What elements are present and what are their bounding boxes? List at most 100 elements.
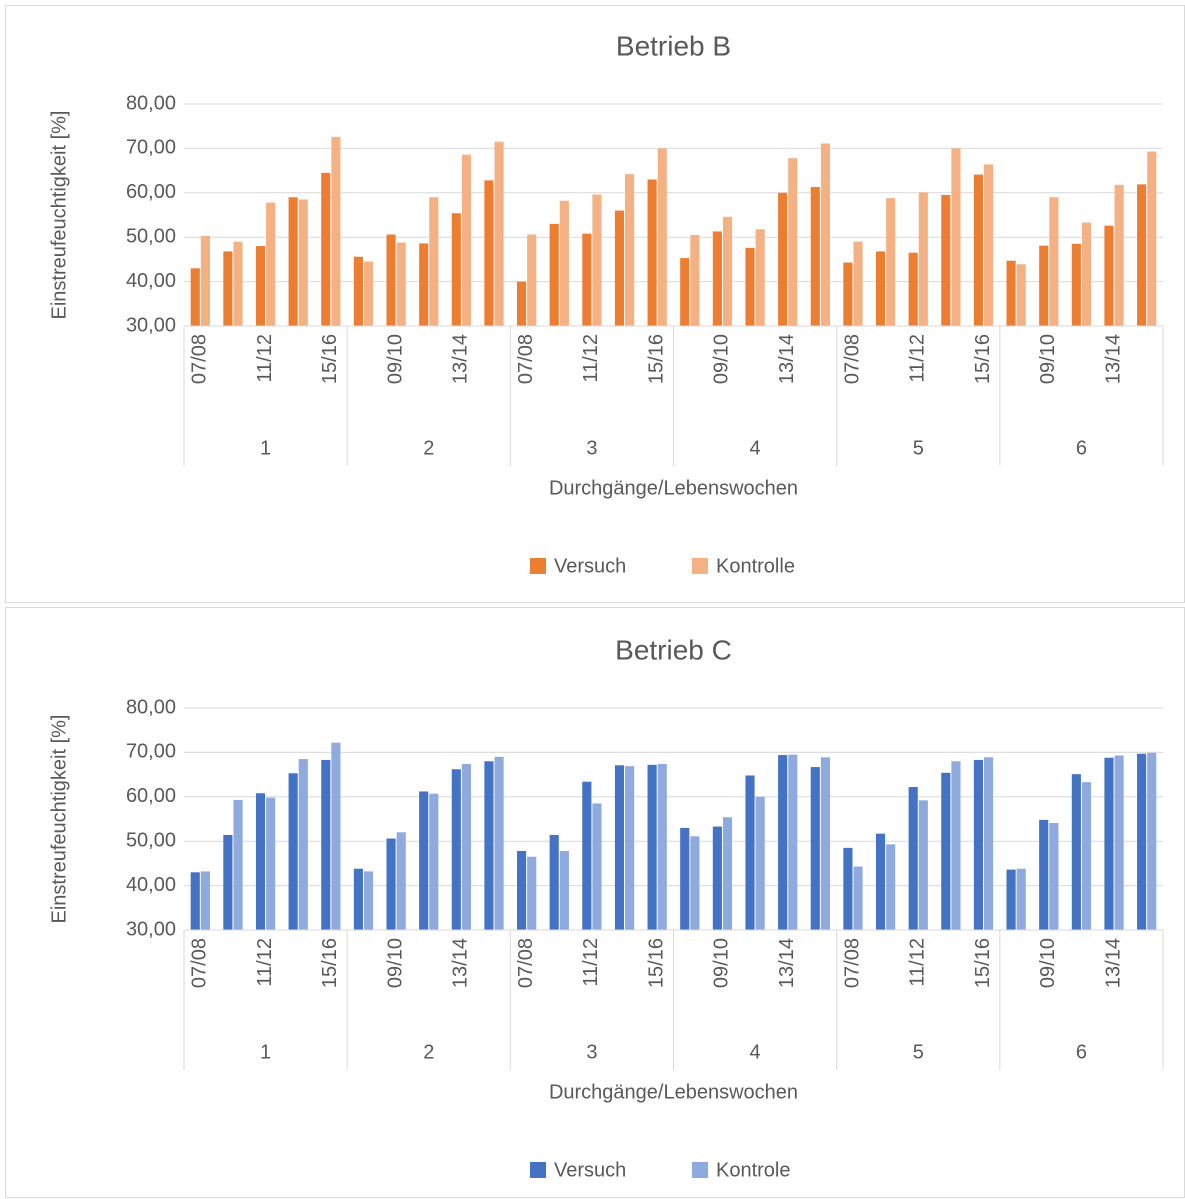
- bar: [353, 256, 363, 326]
- x-tick-label: 09/10: [1037, 938, 1059, 988]
- bar: [233, 799, 243, 930]
- bar: [657, 763, 667, 930]
- chart-title: Betrieb C: [615, 634, 732, 665]
- bar: [484, 180, 494, 326]
- group-label: 1: [260, 1041, 271, 1063]
- x-tick-label: 09/10: [711, 938, 733, 988]
- bar: [843, 847, 853, 930]
- bar: [331, 136, 341, 326]
- bar: [429, 197, 439, 326]
- bar: [1137, 184, 1147, 326]
- y-axis-title: Einstreufeuchtigkeit [%]: [48, 111, 70, 320]
- x-tick-label: 09/10: [384, 334, 406, 384]
- bar: [680, 258, 690, 326]
- bar: [494, 756, 504, 930]
- y-tick-label: 60,00: [126, 181, 176, 203]
- bar: [1039, 819, 1049, 930]
- group-label: 1: [260, 437, 271, 459]
- bar: [200, 235, 210, 326]
- bar: [451, 213, 461, 326]
- bar: [1006, 869, 1016, 930]
- bar: [386, 838, 396, 930]
- x-tick-label: 13/14: [450, 938, 472, 988]
- bar: [1016, 868, 1026, 930]
- bar: [396, 242, 406, 326]
- bar: [788, 158, 798, 326]
- x-axis-title: Durchgänge/Lebenswochen: [549, 477, 798, 499]
- x-tick-label: 11/12: [580, 334, 602, 383]
- x-tick-label: 07/08: [189, 938, 211, 988]
- bar: [429, 793, 439, 930]
- x-tick-label: 07/08: [515, 938, 537, 988]
- y-tick-label: 80,00: [126, 92, 176, 114]
- bar: [1147, 752, 1157, 930]
- bar: [778, 192, 788, 326]
- bar: [745, 247, 755, 326]
- bar: [233, 241, 243, 326]
- legend-swatch: [530, 558, 546, 574]
- bar: [559, 850, 569, 930]
- bar: [875, 251, 886, 326]
- bar: [820, 143, 830, 326]
- bar: [255, 246, 266, 326]
- bar: [517, 281, 527, 326]
- x-tick-label: 11/12: [907, 334, 929, 383]
- bar: [266, 202, 276, 326]
- bar: [527, 856, 537, 930]
- bar: [984, 757, 994, 930]
- bar: [755, 796, 765, 930]
- y-tick-label: 50,00: [126, 829, 176, 851]
- x-tick-label: 07/08: [515, 334, 537, 384]
- legend-label: Kontrolle: [716, 555, 795, 577]
- legend-swatch: [692, 1162, 708, 1178]
- bar: [419, 243, 429, 326]
- bar: [973, 174, 984, 326]
- x-tick-label: 09/10: [1037, 334, 1059, 384]
- bar: [788, 754, 798, 930]
- bar: [1081, 222, 1092, 326]
- group-label: 2: [423, 1041, 434, 1063]
- bar: [396, 832, 406, 930]
- x-tick-label: 07/08: [841, 938, 863, 988]
- group-label: 3: [586, 437, 597, 459]
- bar: [853, 866, 863, 930]
- bar: [321, 172, 331, 326]
- bar: [527, 234, 537, 326]
- bar: [625, 766, 635, 930]
- bar: [1071, 774, 1081, 930]
- x-tick-label: 09/10: [711, 334, 733, 384]
- x-tick-label: 07/08: [841, 334, 863, 384]
- x-tick-label: 13/14: [776, 334, 798, 384]
- bar: [223, 251, 233, 326]
- bar: [755, 229, 765, 326]
- bar: [200, 871, 210, 930]
- chart-title: Betrieb B: [616, 30, 731, 61]
- bar: [820, 757, 830, 930]
- y-tick-label: 30,00: [126, 314, 176, 336]
- bar: [549, 834, 559, 930]
- bar: [680, 827, 690, 930]
- bar: [582, 781, 592, 930]
- bar: [951, 148, 961, 326]
- bar: [1137, 753, 1147, 930]
- bar: [712, 231, 722, 326]
- group-label: 5: [913, 1041, 924, 1063]
- x-tick-label: 13/14: [1102, 334, 1124, 384]
- group-label: 5: [913, 437, 924, 459]
- bar: [941, 195, 951, 326]
- legend-label: Versuch: [554, 555, 626, 577]
- bar: [712, 826, 722, 930]
- bar: [908, 252, 918, 326]
- bar: [255, 793, 266, 930]
- y-axis-title: Einstreufeuchtigkeit [%]: [48, 715, 70, 924]
- legend-swatch: [692, 558, 708, 574]
- group-label: 4: [750, 437, 761, 459]
- bar: [810, 187, 820, 326]
- x-tick-label: 09/10: [384, 938, 406, 988]
- bar: [190, 872, 200, 930]
- group-label: 6: [1076, 437, 1087, 459]
- bar: [1147, 151, 1157, 326]
- y-tick-label: 70,00: [126, 741, 176, 763]
- bar: [190, 268, 200, 326]
- bar: [484, 761, 494, 930]
